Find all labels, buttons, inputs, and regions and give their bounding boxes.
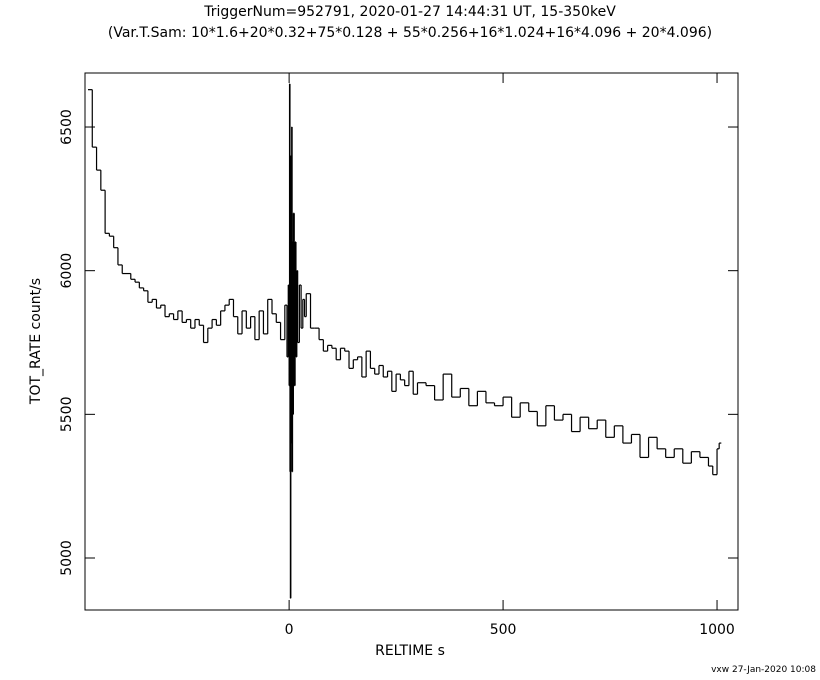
y-axis-label: TOT_RATE count/s xyxy=(28,278,44,405)
y-tick-label: 5000 xyxy=(59,540,75,576)
chart-title: TriggerNum=952791, 2020-01-27 14:44:31 U… xyxy=(203,4,616,20)
footer: vxw 27-Jan-2020 10:08 xyxy=(711,665,816,675)
x-tick-label: 0 xyxy=(285,622,294,638)
x-axis-label: RELTIME s xyxy=(375,643,445,659)
chart-subtitle: (Var.T.Sam: 10*1.6+20*0.32+75*0.128 + 55… xyxy=(108,25,712,41)
y-tick-label: 6000 xyxy=(59,253,75,289)
step-connector xyxy=(91,83,720,599)
x-tick-label: 500 xyxy=(490,622,517,638)
plot-frame xyxy=(84,72,739,611)
y-tick-label: 5500 xyxy=(59,397,75,433)
x-tick-label: 1000 xyxy=(699,622,735,638)
y-tick-label: 6500 xyxy=(59,109,75,145)
